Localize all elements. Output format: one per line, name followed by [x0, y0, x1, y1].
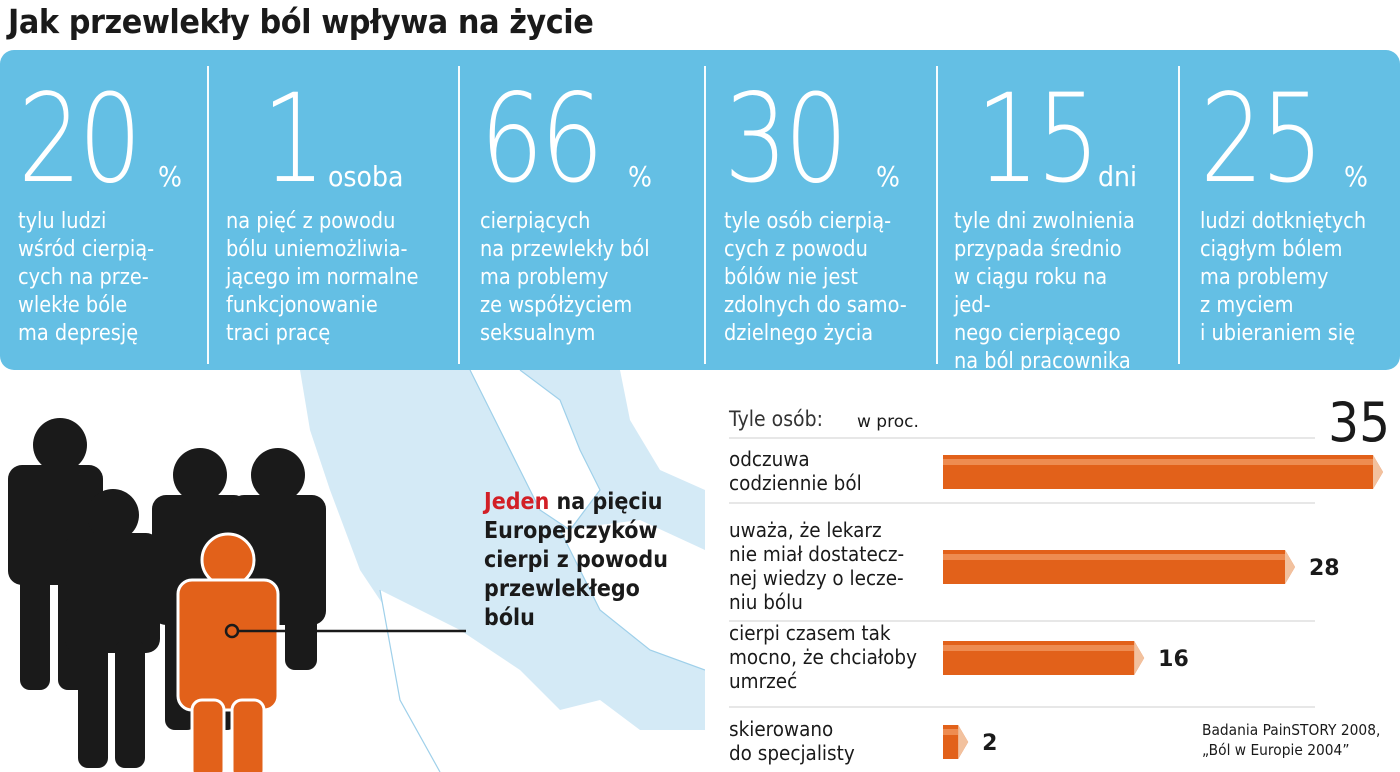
category-label: skierowano do specjalisty — [729, 717, 855, 765]
bar — [943, 641, 1145, 675]
stat-description: ludzi dotkniętych ciągłym bólem ma probl… — [1200, 209, 1367, 346]
stat-divider — [207, 66, 209, 364]
bar — [943, 725, 969, 759]
stat-description: cierpiących na przewlekły ból ma problem… — [480, 209, 650, 346]
stat-description: tyle osób cierpią- cych z powodu bólów n… — [724, 209, 907, 346]
map-coast — [379, 589, 441, 772]
highlighted-person-figure — [176, 532, 280, 772]
stat-value: 20 — [18, 68, 142, 210]
bar — [943, 550, 1295, 584]
stat-value: 25 — [1200, 68, 1324, 210]
bar — [943, 455, 1383, 489]
person-figure — [65, 489, 160, 768]
source-note: Badania PainSTORY 2008, „Ból w Europie 2… — [1202, 721, 1381, 759]
chart-unit-label: w proc. — [857, 412, 919, 432]
stat-hygiene: 25 % ludzi dotkniętych ciągłym bólem ma … — [1200, 50, 1395, 370]
stat-unit: % — [158, 160, 182, 193]
stat-depression: 20 % tylu ludzi wśród cierpią- cych na p… — [18, 50, 208, 370]
stat-value: 66 — [480, 68, 604, 210]
stat-divider — [704, 66, 706, 364]
map-sea — [300, 370, 705, 772]
value-label: 28 — [1309, 556, 1340, 581]
stat-unit: dni — [1098, 160, 1137, 193]
map-land-east — [620, 370, 705, 490]
chart-title: Tyle osób: — [728, 406, 823, 431]
stat-unit: osoba — [328, 160, 404, 193]
map-coast — [559, 529, 705, 671]
value-label: 16 — [1158, 647, 1189, 672]
map-land-baltic — [560, 520, 705, 670]
pointer-line — [224, 623, 466, 639]
stat-unit: % — [1344, 160, 1368, 193]
stat-divider — [936, 66, 938, 364]
value-label: 35 — [1328, 392, 1390, 455]
stat-sexual-problems: 66 % cierpiących na przewlekły ból ma pr… — [480, 50, 700, 370]
map-land-central — [380, 590, 705, 772]
stat-job-loss: 1 osoba na pięć z powodu bólu uniemożliw… — [226, 50, 456, 370]
stat-sick-days: 15 dni tyle dni zwolnienia przypada śred… — [954, 50, 1174, 374]
stat-description: tyle dni zwolnienia przypada średnio w c… — [954, 209, 1135, 374]
europe-map-illustration — [0, 370, 705, 772]
stat-description: tylu ludzi wśród cierpią- cych na prze- … — [18, 209, 155, 346]
stat-unit: % — [876, 160, 900, 193]
map-land-scandinavia — [470, 370, 600, 530]
stat-divider — [458, 66, 460, 364]
headline-statement: Jeden na pięciu Europejczyków cierpi z p… — [484, 488, 678, 633]
value-label: 2 — [982, 731, 997, 756]
stat-value: 1 — [262, 68, 326, 210]
stat-value: 15 — [976, 68, 1100, 210]
map-coast — [469, 370, 601, 531]
stat-value: 30 — [724, 68, 848, 210]
stat-independence: 30 % tyle osób cierpią- cych z powodu bó… — [724, 50, 934, 370]
stat-divider — [1178, 66, 1180, 364]
category-label: odczuwa codziennie ból — [729, 447, 862, 495]
bars-layer: odczuwa codziennie ból 35 uważa, że lekarz n… — [729, 392, 1390, 765]
europe-map — [0, 370, 705, 772]
category-label: cierpi czasem tak mocno, że chciałoby umrz… — [729, 621, 917, 693]
stat-description: na pięć z powodu bólu uniemożliwia- jące… — [226, 209, 419, 346]
bar-chart: Tyle osób: w proc. odczuwa codziennie ból… — [728, 392, 1390, 766]
headline-highlight: Jeden — [484, 489, 550, 515]
category-label: uważa, że lekarz nie miał dostatecz-nej w… — [729, 518, 904, 614]
page-title: Jak przewlekły ból wpływa na życie — [8, 2, 594, 41]
stat-unit: % — [628, 160, 652, 193]
headline-text: na pięciu Europejczyków cierpi z powodu … — [484, 489, 668, 631]
stats-band: 20 % tylu ludzi wśród cierpią- cych na p… — [0, 50, 1400, 374]
